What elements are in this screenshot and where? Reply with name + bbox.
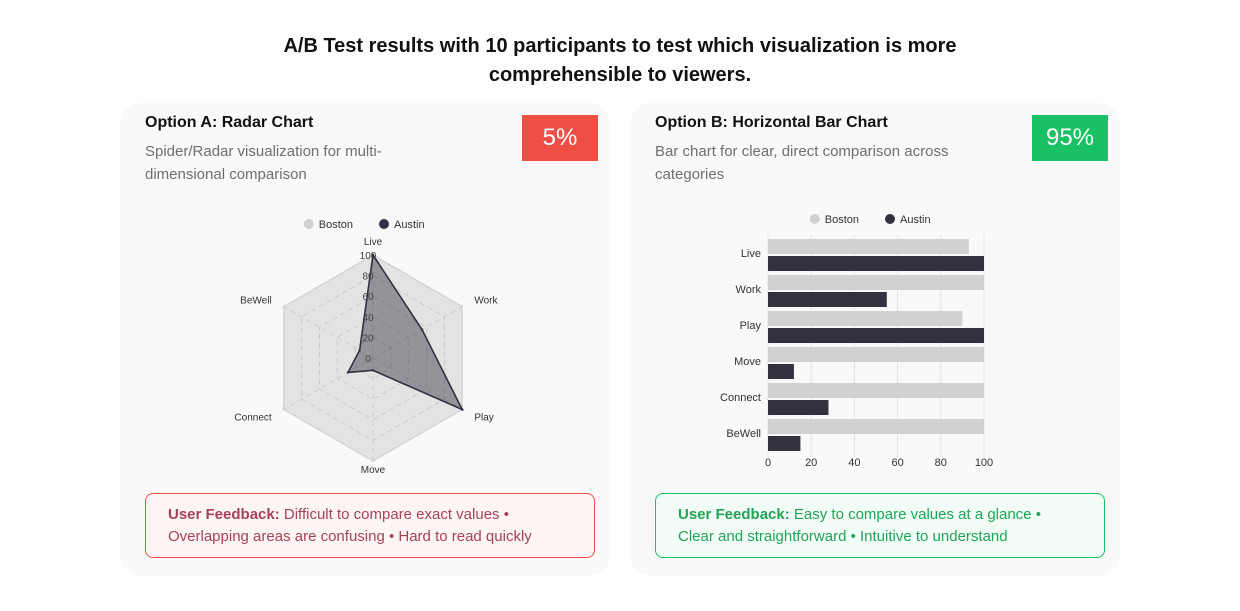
radar-legend-swatch-boston <box>303 219 314 229</box>
radar-axis-label-move: Move <box>361 465 386 476</box>
bar-y-label-connect: Connect <box>720 392 761 404</box>
bar-x-tick-label-40: 40 <box>848 457 860 469</box>
radar-point-austin-work <box>420 328 424 331</box>
radar-legend-swatch-austin <box>379 219 389 229</box>
page-title: A/B Test results with 10 participants to… <box>220 32 1020 90</box>
bar-boston-work <box>768 275 984 290</box>
radar-legend-label-austin: Austin <box>394 219 425 231</box>
bar-boston-play <box>768 311 963 326</box>
bar-y-label-move: Move <box>734 356 761 368</box>
bar-x-tick-label-100: 100 <box>975 457 993 469</box>
radar-point-austin-bewell <box>358 349 361 352</box>
option-b-title: Option B: Horizontal Bar Chart <box>655 114 888 131</box>
radar-axis-label-connect: Connect <box>234 413 271 424</box>
radar-chart: Boston Austin 0 20 40 60 80 100 Live Work Play Move… <box>234 219 498 476</box>
bar-x-tick-label-20: 20 <box>805 457 817 469</box>
radar-tick-label-100: 100 <box>360 251 377 262</box>
radar-axis-label-play: Play <box>474 413 493 424</box>
bar-x-tick-label-0: 0 <box>765 457 771 469</box>
option-a-title: Option A: Radar Chart <box>145 114 314 131</box>
option-a-feedback-line-2: Overlapping areas are confusing • Hard t… <box>168 528 532 545</box>
bar-austin-live <box>768 256 984 271</box>
radar-point-austin-connect <box>346 371 350 374</box>
option-b-feedback-line-1: Easy to compare values at a glance • <box>793 506 1041 523</box>
bar-austin-bewell <box>768 436 801 451</box>
radar-tick-label-20: 20 <box>362 333 374 344</box>
page-title-line-2: comprehensible to viewers. <box>488 64 752 86</box>
option-b-feedback-line-2: Clear and straightforward • Intuitive to… <box>678 528 1008 545</box>
bar-boston-move <box>768 347 984 362</box>
option-a-score-badge: 5% <box>522 115 598 161</box>
radar-point-boston-work <box>461 305 464 308</box>
bar-boston-bewell <box>768 419 984 434</box>
radar-axis-label-work: Work <box>474 296 498 307</box>
bar-y-label-live: Live <box>741 248 761 260</box>
radar-point-austin-move <box>371 369 375 372</box>
radar-point-boston-bewell <box>282 305 285 308</box>
option-a-feedback-line-1: Difficult to compare exact values • <box>283 506 509 523</box>
option-b-feedback-label: User Feedback: <box>678 506 790 523</box>
radar-tick-label-40: 40 <box>362 313 374 324</box>
option-b-subtitle-line-1: Bar chart for clear, direct comparison a… <box>655 143 949 160</box>
bar-boston-connect <box>768 383 984 398</box>
page-title-line-1: A/B Test results with 10 participants to… <box>283 35 957 57</box>
radar-point-boston-connect <box>282 408 285 411</box>
bar-chart: Boston Austin 0 20 40 60 80 100 Live Work Play Move… <box>720 214 993 469</box>
radar-axis-label-live: Live <box>364 237 383 248</box>
radar-point-boston-move <box>371 459 375 463</box>
bar-legend-swatch-boston <box>809 214 820 224</box>
radar-tick-label-0: 0 <box>365 354 371 365</box>
radar-axis-label-bewell: BeWell <box>240 296 272 307</box>
option-b-subtitle: Bar chart for clear, direct comparison a… <box>655 140 985 186</box>
radar-tick-label-80: 80 <box>362 272 374 283</box>
bar-austin-work <box>768 292 887 307</box>
bar-austin-play <box>768 328 984 343</box>
option-a-subtitle-line-2: dimensional comparison <box>145 166 307 183</box>
option-a-feedback: User Feedback: Difficult to compare exac… <box>145 493 595 558</box>
option-b-feedback: User Feedback: Easy to compare values at… <box>655 493 1105 558</box>
radar-point-austin-play <box>461 408 464 411</box>
radar-legend-label-boston: Boston <box>319 219 353 231</box>
bar-austin-connect <box>768 400 829 415</box>
bar-austin-move <box>768 364 794 379</box>
bar-y-label-work: Work <box>736 284 762 296</box>
bar-legend-label-boston: Boston <box>825 214 859 226</box>
option-a-subtitle: Spider/Radar visualization for multi- di… <box>145 140 475 186</box>
option-a-feedback-label: User Feedback: <box>168 506 280 523</box>
option-a-card: Option A: Radar Chart Spider/Radar visua… <box>120 103 610 576</box>
bar-x-tick-label-80: 80 <box>935 457 947 469</box>
radar-tick-label-60: 60 <box>362 292 374 303</box>
option-b-score-badge: 95% <box>1032 115 1108 161</box>
bar-y-label-bewell: BeWell <box>726 428 761 440</box>
bar-legend-swatch-austin <box>885 214 895 224</box>
option-b-card: Option B: Horizontal Bar Chart Bar chart… <box>630 103 1120 576</box>
bar-boston-live <box>768 239 969 254</box>
option-a-subtitle-line-1: Spider/Radar visualization for multi- <box>145 143 382 160</box>
bar-y-label-play: Play <box>740 320 762 332</box>
bar-legend-label-austin: Austin <box>900 214 931 226</box>
radar-point-austin-live <box>371 253 375 257</box>
option-b-subtitle-line-2: categories <box>655 166 725 183</box>
bar-x-tick-label-60: 60 <box>891 457 903 469</box>
